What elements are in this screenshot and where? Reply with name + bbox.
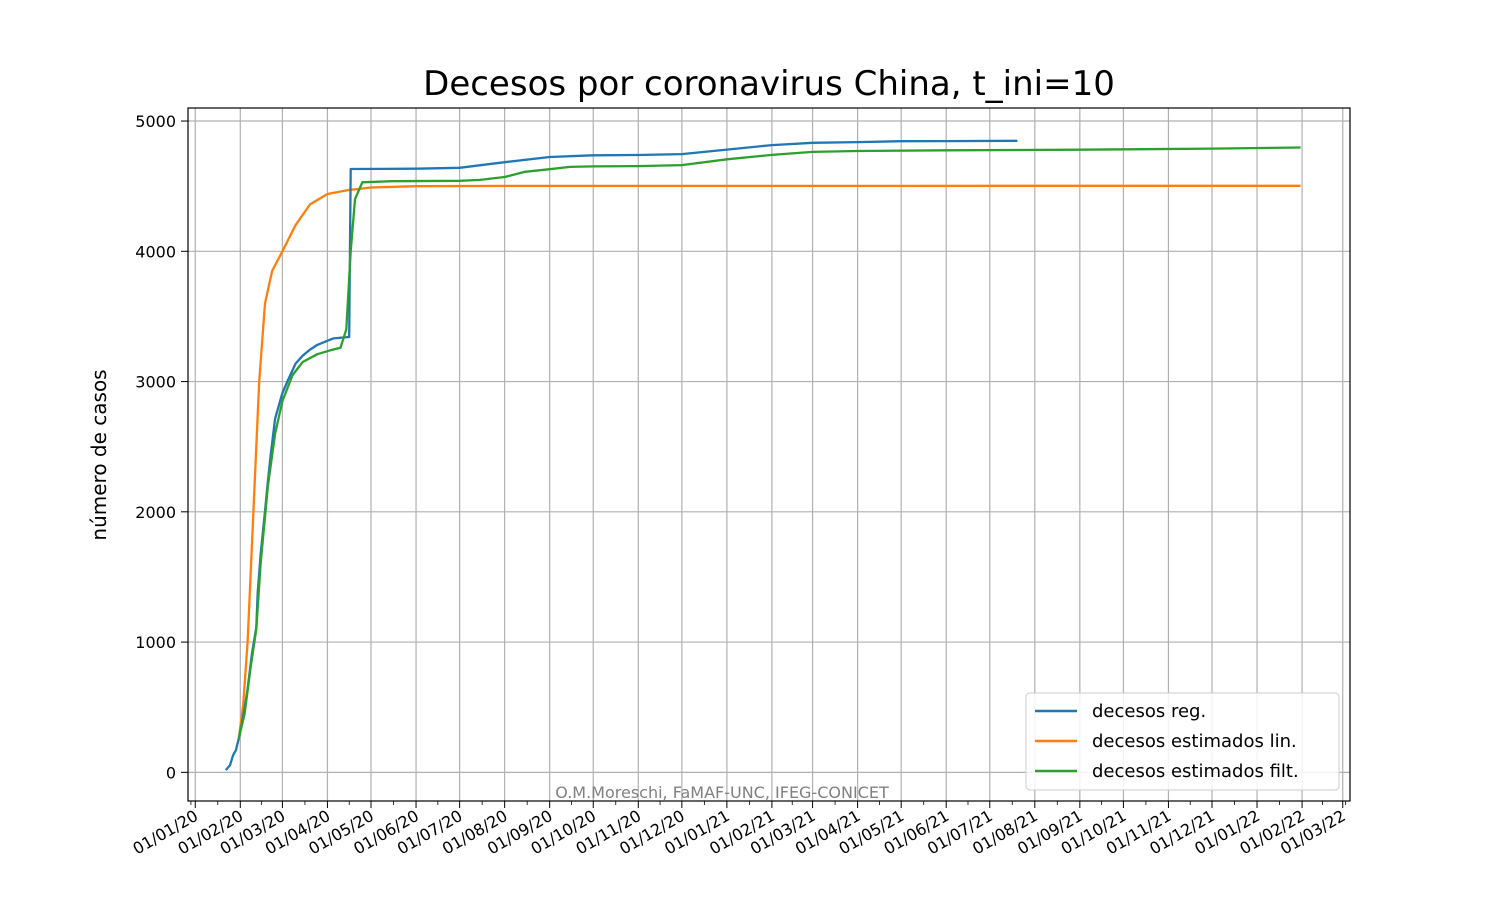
chart-title: Decesos por coronavirus China, t_ini=10: [423, 64, 1115, 104]
legend: decesos reg. decesos estimados lin. dece…: [1025, 692, 1340, 791]
series-line-lin: [237, 184, 1301, 739]
legend-label-reg: decesos reg.: [1092, 701, 1206, 722]
y-axis: 0 1000 2000 3000 4000 5000: [135, 112, 188, 782]
y-tick-label: 5000: [135, 112, 176, 131]
plot-frame: [187, 107, 1351, 802]
y-tick-label: 3000: [135, 373, 176, 392]
grid: [188, 108, 1350, 801]
credit-text: O.M.Moreschi, FaMAF-UNC, IFEG-CONICET: [555, 783, 889, 802]
series-layer: [224, 139, 1301, 771]
y-tick-label: 0: [166, 763, 176, 782]
y-axis-label: número de casos: [87, 369, 111, 540]
y-tick-label: 2000: [135, 503, 176, 522]
legend-label-filt: decesos estimados filt.: [1092, 761, 1299, 782]
legend-label-lin: decesos estimados lin.: [1092, 731, 1297, 752]
series-line-filt: [237, 146, 1301, 739]
legend-box: [1025, 692, 1340, 791]
y-tick-label: 4000: [135, 242, 176, 261]
y-tick-label: 1000: [135, 633, 176, 652]
